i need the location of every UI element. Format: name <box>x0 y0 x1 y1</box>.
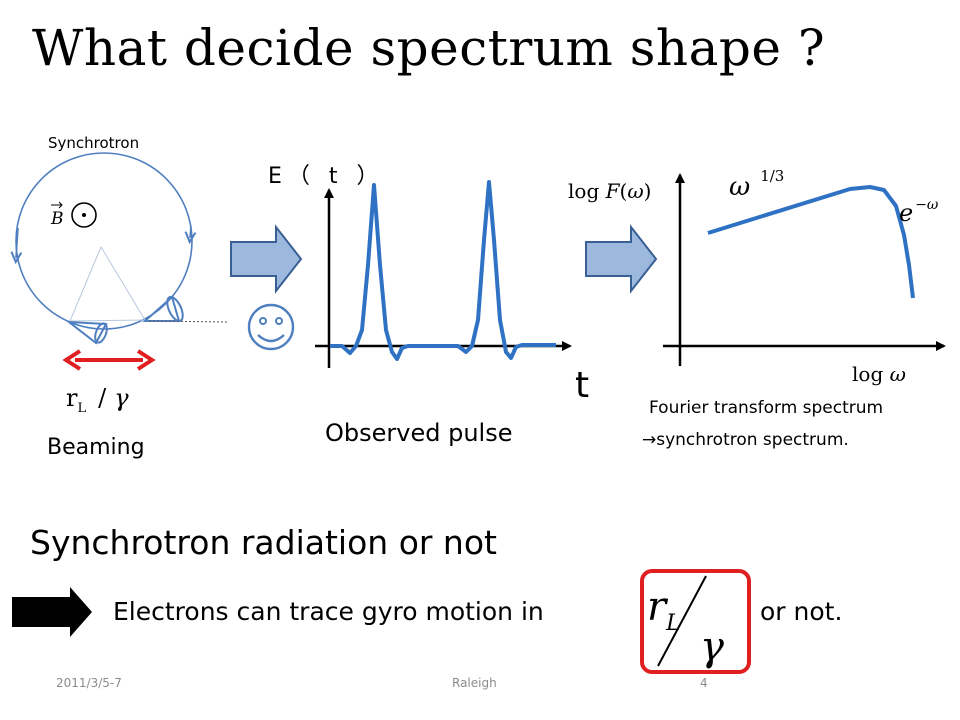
spectrum-curve <box>707 185 915 299</box>
beaming-label: Beaming <box>47 435 145 460</box>
flow-arrow-right-2 <box>585 224 658 294</box>
page-number: 4 <box>700 676 708 690</box>
pulse-waveform <box>330 180 556 361</box>
flow-arrow-right-1 <box>230 224 303 294</box>
emission-cone-left <box>65 320 108 345</box>
orbit-diagram: B rL / γ <box>16 152 295 416</box>
slide-title: What decide spectrum shape ? <box>32 19 826 77</box>
statement-text: Electrons can trace gyro motion in <box>113 597 544 626</box>
pulse-plot <box>315 180 572 368</box>
spectrum-caption-line2: →synchrotron spectrum. <box>642 430 849 450</box>
pulse-x-label: t <box>575 365 589 406</box>
boxed-formula: rL γ <box>640 569 751 674</box>
section-title: Synchrotron radiation or not <box>30 523 497 562</box>
spectrum-x-label: log ω <box>852 362 906 386</box>
field-out-of-page-icon <box>71 202 97 228</box>
formula-highlight-box <box>640 569 751 674</box>
smiley-face-icon <box>247 303 295 351</box>
line-of-sight <box>148 320 228 323</box>
orbit-arrow-left <box>16 227 18 258</box>
svg-text:rL: rL <box>647 584 681 636</box>
statement-end: or not. <box>760 597 843 626</box>
orbit-arrow-right <box>190 225 191 238</box>
spectrum-plot: log F(ω) log ω ω 1/3 e −ω <box>568 167 946 386</box>
svg-text:γ: γ <box>700 624 724 670</box>
footer-center: Raleigh <box>452 676 497 690</box>
implies-arrow <box>12 587 92 637</box>
formula-fraction-slash <box>657 575 707 667</box>
beaming-triangle <box>69 245 146 322</box>
spectrum-y-label: log F(ω) <box>568 179 651 203</box>
synchrotron-label: Synchrotron <box>48 134 140 152</box>
high-frequency-label: e −ω <box>899 197 939 227</box>
pulse-y-label: E（ t ） <box>268 164 385 189</box>
footer-date: 2011/3/5-7 <box>56 676 122 690</box>
observed-pulse-caption: Observed pulse <box>325 419 513 447</box>
low-frequency-label: ω 1/3 <box>729 167 784 202</box>
beam-width-formula: rL / γ <box>66 384 129 416</box>
spectrum-caption-line1: Fourier transform spectrum <box>649 398 884 418</box>
field-symbol: B <box>50 209 64 229</box>
